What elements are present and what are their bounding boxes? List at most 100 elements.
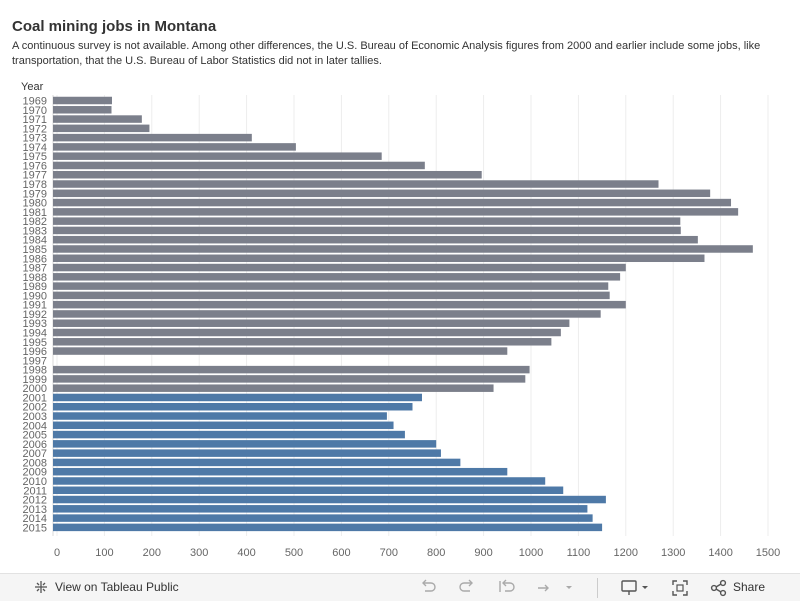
bar-1998[interactable] [53,365,530,374]
bar-2012[interactable] [53,495,606,504]
revert-icon[interactable] [497,579,517,595]
x-axis-ticks: 0 100 200 300 400 500 600 700 800 900 1000 1100 1200… [54,547,780,559]
bar-1984[interactable] [53,235,698,244]
year-label: 1997 [23,355,47,367]
year-label: 1979 [23,188,47,200]
year-label: 2007 [23,448,47,460]
bar-1974[interactable] [53,143,296,151]
year-label: 2013 [23,504,47,516]
bar-2009[interactable] [53,467,508,476]
x-tick-label: 600 [332,547,350,559]
bar-1980[interactable] [53,198,732,207]
bar-2010[interactable] [53,477,546,485]
download-icon[interactable] [620,579,652,597]
year-label: 1970 [23,105,47,117]
view-on-tableau-link[interactable]: View on Tableau Public [55,580,179,594]
bar-1989[interactable] [53,282,609,290]
bar-1977[interactable] [53,170,482,179]
bar-1975[interactable] [53,152,382,160]
year-label: 2004 [23,420,47,432]
undo-icon[interactable] [418,579,438,595]
year-label: 1995 [23,337,47,349]
bar-2015[interactable] [53,523,603,532]
x-tick-label: 500 [285,547,303,559]
bar-2008[interactable] [53,458,461,467]
x-tick-label: 0 [54,547,60,559]
bar-1996[interactable] [53,347,508,355]
year-label: 2006 [23,439,47,451]
bar-1970[interactable] [53,106,112,114]
bar-1993[interactable] [53,319,570,327]
year-label: 2010 [23,476,47,488]
share-button[interactable]: Share [733,580,766,594]
footer-toolbar: View on Tableau Public Share [0,573,800,601]
bar-2014[interactable] [53,514,593,522]
year-label: 2000 [23,383,47,395]
fullscreen-icon[interactable] [671,579,689,597]
bar-2006[interactable] [53,440,437,448]
x-tick-label: 200 [143,547,161,559]
bar-1991[interactable] [53,300,626,309]
x-tick-label: 1100 [567,547,591,559]
bar-chart: 1969197019711972197319741975197619771978… [23,95,780,559]
bar-2000[interactable] [53,384,494,392]
bar-2013[interactable] [53,505,588,513]
year-label: 1986 [23,253,47,265]
bar-1987[interactable] [53,263,626,272]
bar-1971[interactable] [53,115,142,123]
share-icon[interactable] [710,579,728,597]
bar-1999[interactable] [53,375,526,383]
bar-2005[interactable] [53,430,405,439]
bar-1995[interactable] [53,338,552,346]
bars [53,96,753,532]
y-axis-header: Year [21,81,44,93]
year-label: 1993 [23,318,47,330]
refresh-icon[interactable] [535,579,575,595]
bar-1983[interactable] [53,226,681,235]
year-label: 2005 [23,430,47,442]
bar-2003[interactable] [53,412,387,420]
bar-2002[interactable] [53,402,413,411]
bar-1972[interactable] [53,124,150,133]
x-tick-label: 400 [237,547,255,559]
x-tick-label: 1300 [661,547,685,559]
year-label: 2009 [23,467,47,479]
chart-subtitle: A continuous survey is not available. Am… [12,40,761,67]
bar-1976[interactable] [53,161,425,170]
year-label: 2008 [23,457,47,469]
bar-1985[interactable] [53,245,753,253]
bar-1981[interactable] [53,208,739,216]
bar-1982[interactable] [53,217,681,225]
bar-1994[interactable] [53,328,561,337]
bar-1978[interactable] [53,180,659,188]
year-label: 1991 [23,300,47,312]
bar-1969[interactable] [53,96,112,105]
bar-1988[interactable] [53,273,621,281]
year-label: 1983 [23,225,47,237]
bar-2007[interactable] [53,449,441,457]
bar-1986[interactable] [53,254,705,263]
redo-icon[interactable] [457,579,477,595]
bar-1979[interactable] [53,189,711,198]
chart-title: Coal mining jobs in Montana [12,18,217,35]
x-tick-label: 700 [380,547,398,559]
x-tick-label: 1500 [756,547,780,559]
bar-1973[interactable] [53,133,252,142]
bar-2001[interactable] [53,393,422,402]
year-label: 1982 [23,216,47,228]
x-tick-label: 300 [190,547,208,559]
year-label: 2001 [23,392,47,404]
year-label: 1992 [23,309,47,321]
bar-1990[interactable] [53,291,610,300]
x-tick-label: 800 [427,547,445,559]
x-tick-label: 1000 [519,547,543,559]
year-label: 1975 [23,151,47,163]
year-label: 1978 [23,179,47,191]
year-label: 1988 [23,272,47,284]
year-label: 1972 [23,123,47,135]
year-label: 1971 [23,114,47,126]
bar-2004[interactable] [53,421,394,430]
year-label: 1969 [23,96,47,108]
bar-2011[interactable] [53,486,564,495]
bar-1992[interactable] [53,310,601,318]
